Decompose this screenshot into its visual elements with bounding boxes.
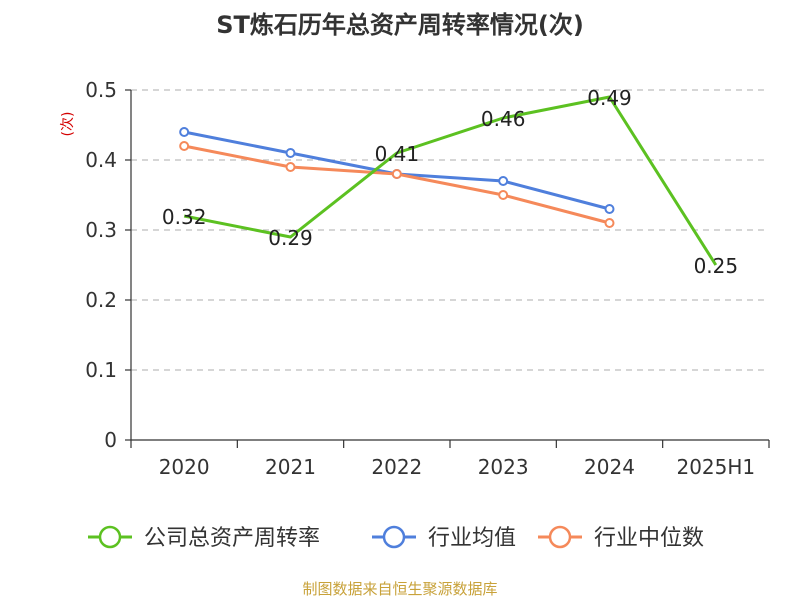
source-note: 制图数据来自恒生聚源数据库 [302,580,497,598]
legend-marker[interactable] [382,525,406,549]
legend-label[interactable]: 行业中位数 [594,526,704,551]
series-point [285,148,296,158]
y-tick-label: 0.2 [85,288,117,312]
x-tick-label: 2020 [159,455,210,479]
data-label: 0.32 [162,205,207,229]
y-axis-label: (次) [60,112,76,137]
series-point [604,204,615,214]
series-point [604,218,615,228]
x-tick-label: 2023 [478,455,529,479]
series-point [498,190,509,200]
chart-title: ST炼石历年总资产周转率情况(次) [216,11,584,39]
x-tick-label: 2024 [584,455,635,479]
series-layer [179,95,718,266]
x-tick-label: 2022 [371,455,422,479]
series-point [391,169,402,179]
legend-label[interactable]: 行业均值 [428,526,516,551]
axes: 0 0.1 0.2 0.3 0.4 0.5 2020 2021 2022 2023 2024 2025… [85,78,770,479]
y-tick-label: 0.5 [85,78,117,102]
series-point [179,141,190,151]
y-tick-label: 0 [104,428,117,452]
series-point [179,127,190,137]
series-point [285,162,296,172]
x-tick-label: 2025H1 [676,455,755,479]
series-point [498,176,509,186]
data-label: 0.41 [375,142,420,166]
data-label: 0.29 [268,226,313,250]
series-line [183,95,718,266]
data-label: 0.49 [587,86,632,110]
legend-marker[interactable] [548,525,572,549]
legend[interactable]: 公司总资产周转率 行业均值 行业中位数 [88,525,704,551]
data-label: 0.25 [694,254,739,278]
y-tick-label: 0.1 [85,358,117,382]
y-tick-label: 0.4 [85,148,117,172]
x-tick-label: 2021 [265,455,316,479]
legend-label[interactable]: 公司总资产周转率 [144,526,320,551]
data-label: 0.46 [481,107,526,131]
grid [131,89,769,371]
data-labels: 0.32 0.29 0.41 0.46 0.49 0.25 [162,86,738,278]
legend-marker[interactable] [98,525,122,549]
y-tick-label: 0.3 [85,218,117,242]
